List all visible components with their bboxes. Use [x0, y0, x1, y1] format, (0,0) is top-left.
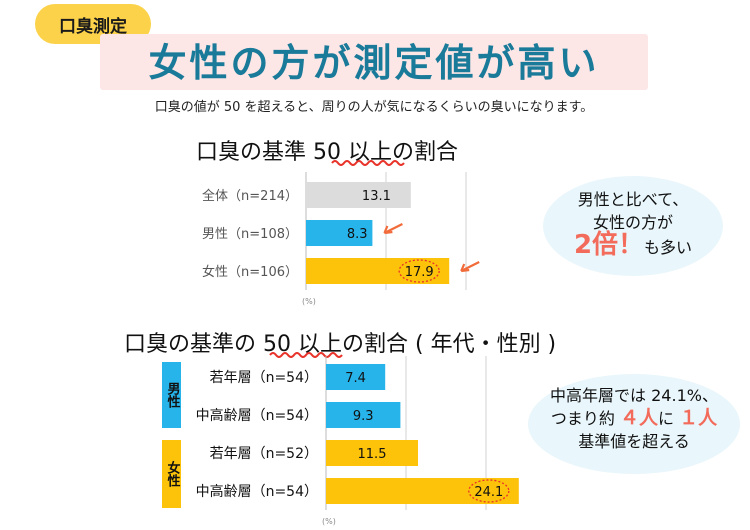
category-badge: 口臭測定 — [35, 4, 151, 44]
bar — [306, 220, 373, 246]
callout-top-rest: も多い — [644, 238, 693, 257]
highlight-ring — [398, 259, 440, 283]
unit-label: (%) — [322, 517, 336, 526]
pointer-arrow-head — [460, 263, 470, 273]
page-subtitle: 口臭の値が 50 を超えると、周りの人が気になるくらいの臭いになります。 — [154, 100, 594, 115]
data-label: 13.1 — [362, 189, 391, 204]
callout-top: 男性と比べて、 女性の方が 2倍！も多い — [543, 176, 723, 276]
group-tab-male-label: 男性 — [164, 382, 180, 408]
callout-top-line2: 女性の方が — [592, 213, 673, 232]
category-label: 中高齢層（n=54） — [196, 483, 318, 500]
chart2-title: 口臭の基準の 50 以上の割合 ( 年代・性別 ) — [124, 326, 556, 358]
pointer-arrow — [383, 223, 403, 234]
bar — [326, 440, 418, 466]
unit-label: (%) — [302, 297, 316, 306]
callout-bottom-n1: ４人 — [619, 407, 658, 429]
chart1-title: 口臭の基準 50 以上の割合 — [196, 134, 458, 166]
callout-top-emph: 2倍！ — [573, 230, 645, 260]
data-label: 17.9 — [405, 265, 434, 280]
category-label: 男性（n=108） — [202, 227, 298, 242]
chart1-wavy-underline — [331, 160, 405, 166]
group-tab-male: 男性 — [162, 362, 181, 428]
pointer-arrow-head — [383, 225, 393, 235]
category-label: 若年層（n=54） — [210, 370, 318, 386]
chart1-title-pre: 口臭の基準 — [196, 140, 313, 165]
callout-bottom-mid: に — [658, 409, 675, 428]
category-label: 中高齢層（n=54） — [196, 407, 318, 424]
data-label: 7.4 — [345, 371, 366, 386]
bar — [326, 402, 401, 428]
category-label: 全体（n=214） — [202, 188, 298, 204]
bar — [306, 258, 450, 284]
callout-bottom-line3: 基準値を超える — [578, 432, 690, 451]
data-label: 8.3 — [347, 227, 368, 242]
data-label: 11.5 — [358, 447, 387, 462]
callout-bottom: 中高年層では 24.1%、 つまり約 ４人に １人 基準値を超える — [528, 374, 740, 474]
data-label: 9.3 — [353, 409, 374, 424]
bar — [306, 182, 411, 208]
callout-bottom-n2: １人 — [679, 407, 718, 429]
bar — [326, 478, 519, 504]
chart1-plot: 全体（n=214） 13.1 男性（n=108） 8.3 女性（n=106） 17.9 (%… — [202, 172, 480, 306]
callout-bottom-pre: つまり約 — [550, 409, 615, 428]
chart1-title-post: 以上の割合 — [341, 140, 458, 165]
highlight-ring — [468, 479, 510, 503]
group-tab-female-label: 女性 — [164, 461, 180, 487]
chart2-title-post: 以上の割合 ( 年代・性別 ) — [291, 332, 557, 357]
chart2-wavy-underline — [269, 352, 343, 358]
bar — [326, 364, 386, 390]
category-label: 若年層（n=52） — [210, 446, 318, 462]
category-label: 女性（n=106） — [202, 264, 298, 280]
data-label: 24.1 — [474, 485, 503, 500]
chart2-title-pre: 口臭の基準の — [124, 332, 263, 357]
callout-bottom-line1: 中高年層では 24.1%、 — [550, 386, 718, 405]
chart2-plot: 若年層（n=54） 7.4 中高齢層（n=54） 9.3 若年層（n=52） 11.5 中高… — [196, 356, 519, 526]
pointer-arrow — [460, 261, 480, 272]
callout-top-line1: 男性と比べて、 — [577, 190, 689, 209]
page-title: 女性の方が測定値が高い — [148, 41, 600, 85]
title-band — [100, 34, 648, 90]
group-tab-female: 女性 — [162, 440, 181, 508]
